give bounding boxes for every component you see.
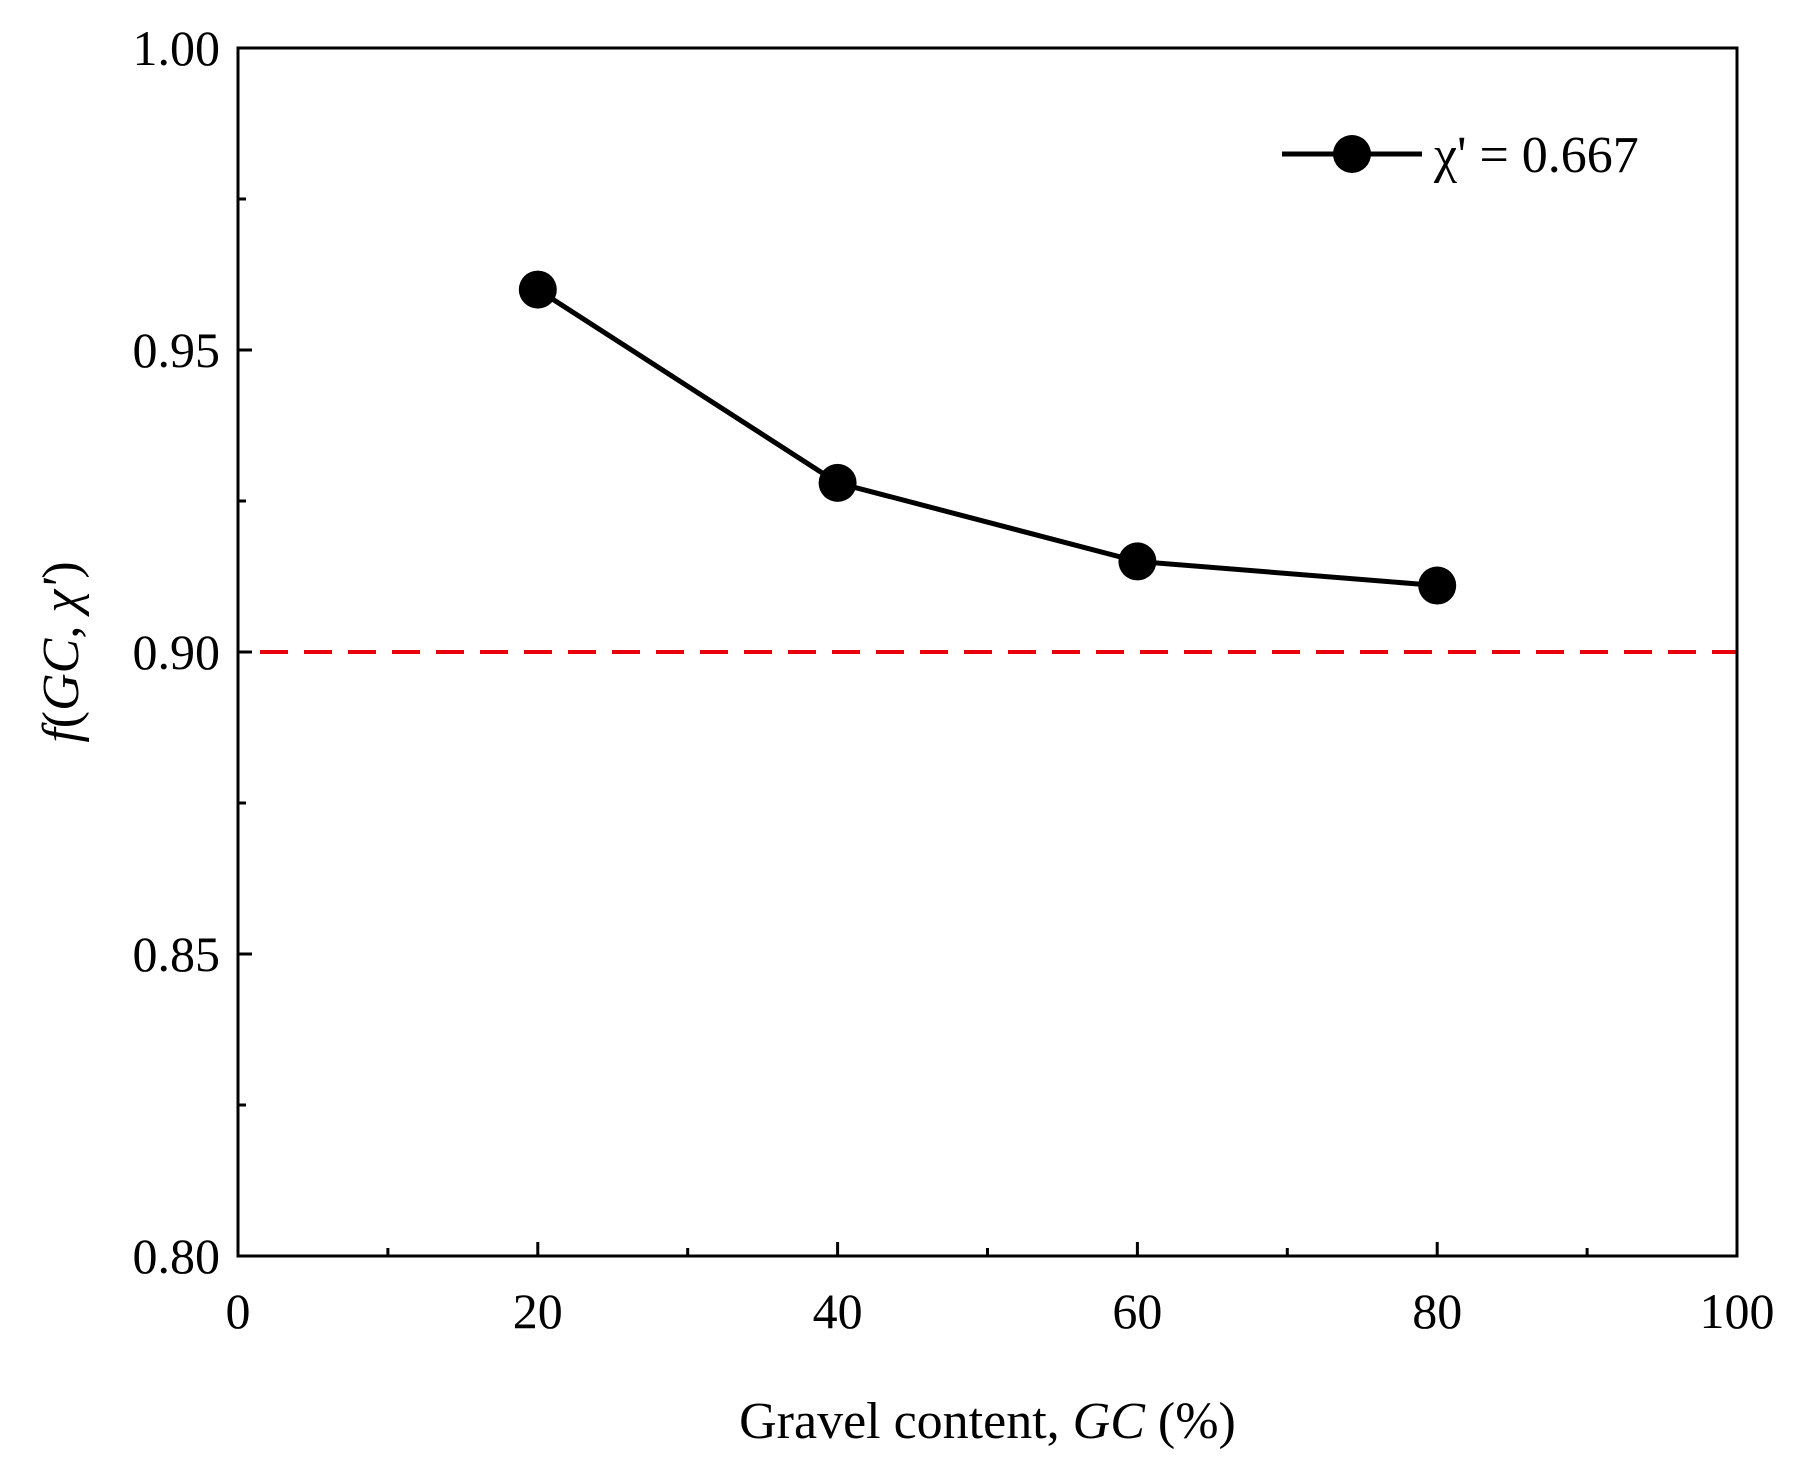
y-tick-label: 0.90: [133, 624, 221, 680]
x-tick-label: 80: [1412, 1283, 1462, 1339]
y-tick-label: 1.00: [133, 20, 221, 76]
x-tick-label: 0: [226, 1283, 251, 1339]
legend-marker: [1333, 135, 1371, 173]
data-point: [1118, 542, 1157, 581]
x-tick-label: 60: [1112, 1283, 1162, 1339]
data-point: [818, 463, 857, 502]
legend: χ' = 0.667: [1282, 127, 1639, 184]
x-tick-label: 20: [513, 1283, 563, 1339]
series-line: [536, 287, 1438, 589]
x-axis-title: Gravel content, GC (%): [739, 1393, 1236, 1450]
plot-layer: 0 20 40 60 80 100 0.80 0.85 0.90 0.95 1.00 χ' = 0.6…: [133, 20, 1775, 1339]
data-point: [518, 270, 557, 309]
x-tick-label: 40: [813, 1283, 863, 1339]
data-point: [1418, 566, 1457, 605]
y-tick-label: 0.95: [133, 322, 221, 378]
x-tick-label: 100: [1700, 1283, 1775, 1339]
y-tick-label: 0.85: [133, 926, 221, 982]
y-axis-title: f(GC, χ'): [33, 561, 90, 742]
legend-label: χ' = 0.667: [1433, 127, 1639, 184]
y-tick-label: 0.80: [133, 1228, 221, 1284]
